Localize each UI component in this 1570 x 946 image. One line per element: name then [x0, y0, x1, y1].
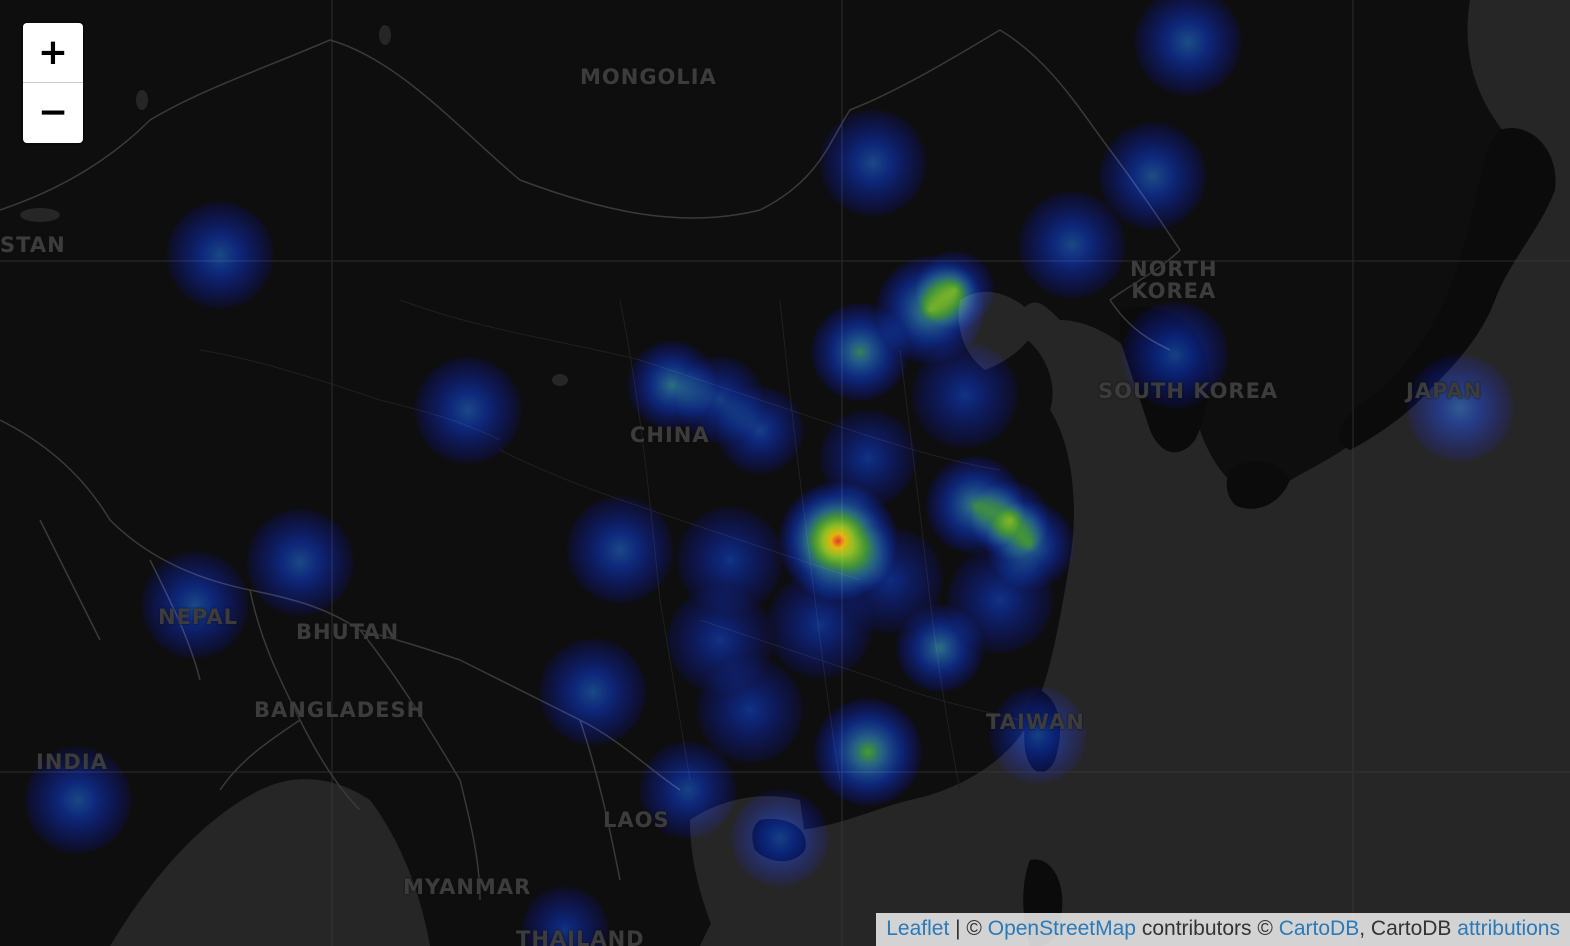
label-laos: LAOS	[603, 809, 670, 831]
attribution-separator: | ©	[949, 917, 987, 940]
label-south-korea: SOUTH KOREA	[1098, 380, 1278, 402]
zoom-out-button[interactable]: −	[23, 83, 83, 142]
label-taiwan: TAIWAN	[986, 711, 1085, 733]
label-india: INDIA	[36, 751, 108, 773]
openstreetmap-link[interactable]: OpenStreetMap	[988, 917, 1136, 940]
label-thailand: THAILAND	[516, 928, 645, 946]
cartodb-link[interactable]: CartoDB	[1279, 917, 1360, 940]
attribution-contributors-text: contributors ©	[1136, 917, 1279, 940]
label-bhutan: BHUTAN	[296, 621, 399, 643]
plus-icon: +	[38, 32, 68, 73]
zoom-in-button[interactable]: +	[23, 23, 83, 83]
label-japan: JAPAN	[1406, 380, 1482, 402]
label-bangladesh: BANGLADESH	[254, 699, 425, 721]
attribution-bar: Leaflet | © OpenStreetMap contributors ©…	[876, 913, 1570, 946]
zoom-control: + −	[23, 23, 83, 143]
attributions-link[interactable]: attributions	[1457, 917, 1560, 940]
label-myanmar: MYANMAR	[403, 876, 531, 898]
label-mongolia: MONGOLIA	[580, 66, 717, 88]
leaflet-link[interactable]: Leaflet	[886, 917, 949, 940]
label-china: CHINA	[630, 424, 710, 446]
minus-icon: −	[38, 92, 68, 133]
label-nepal: NEPAL	[158, 606, 238, 628]
label-north-korea: NORTH KOREA	[1130, 258, 1218, 302]
label-stan: STAN	[0, 234, 66, 256]
attribution-cartodb-text: , CartoDB	[1359, 917, 1457, 940]
